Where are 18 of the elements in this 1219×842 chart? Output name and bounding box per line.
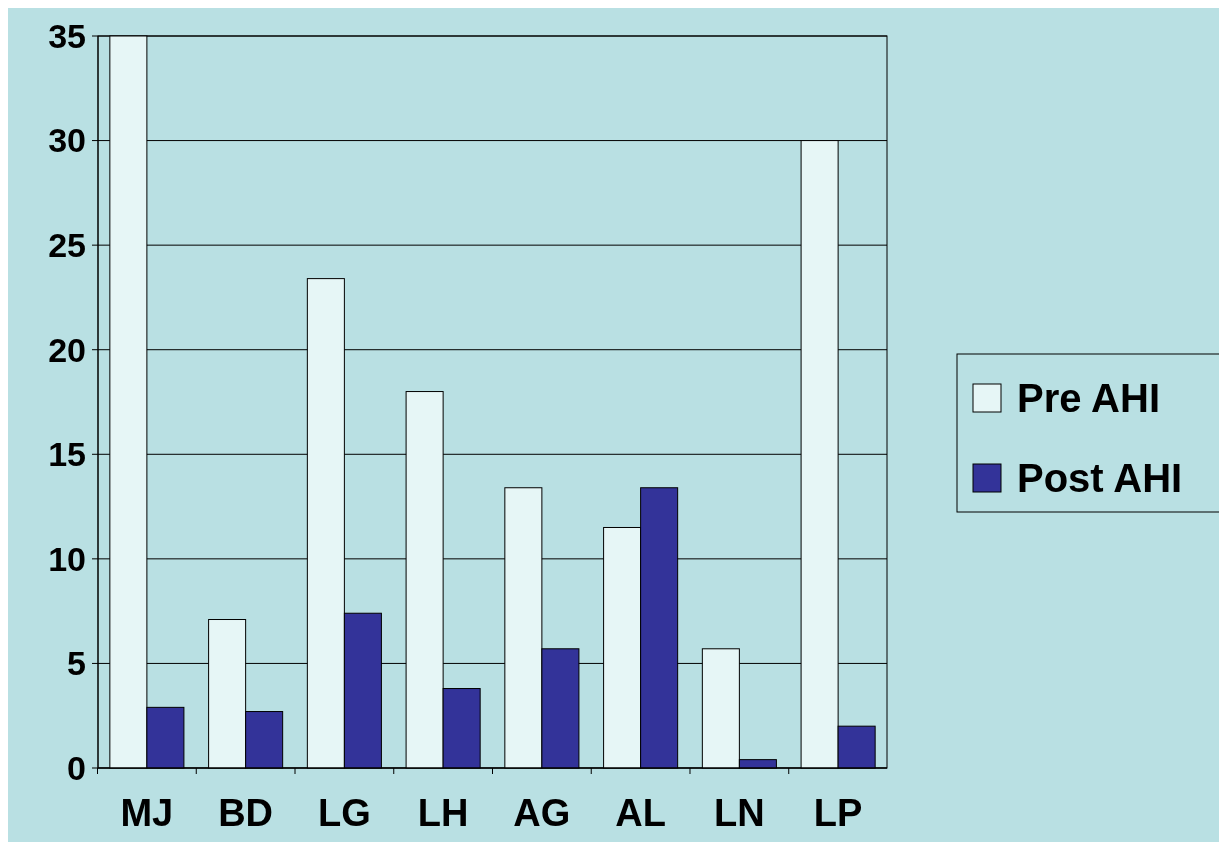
y-tick-label: 35 <box>48 16 86 55</box>
x-tick-label: AG <box>513 792 571 834</box>
x-tick-label: BD <box>218 792 274 834</box>
y-tick-label: 0 <box>67 748 86 787</box>
x-tick-label: LH <box>417 792 469 834</box>
x-tick-label: LG <box>317 792 371 834</box>
y-tick-label: 20 <box>48 330 86 369</box>
x-tick-label: LP <box>813 792 863 834</box>
y-tick-label: 15 <box>48 435 86 474</box>
legend-label: Pre AHI <box>1017 376 1161 420</box>
x-tick-label: AL <box>615 792 666 834</box>
y-tick-label: 10 <box>48 539 86 578</box>
x-tick-label: MJ <box>120 792 174 834</box>
x-tick-label: LN <box>714 792 765 834</box>
y-tick-label: 30 <box>48 121 86 160</box>
legend-label: Post AHI <box>1017 456 1183 500</box>
y-tick-label: 5 <box>67 644 86 683</box>
y-tick-label: 25 <box>48 226 86 265</box>
